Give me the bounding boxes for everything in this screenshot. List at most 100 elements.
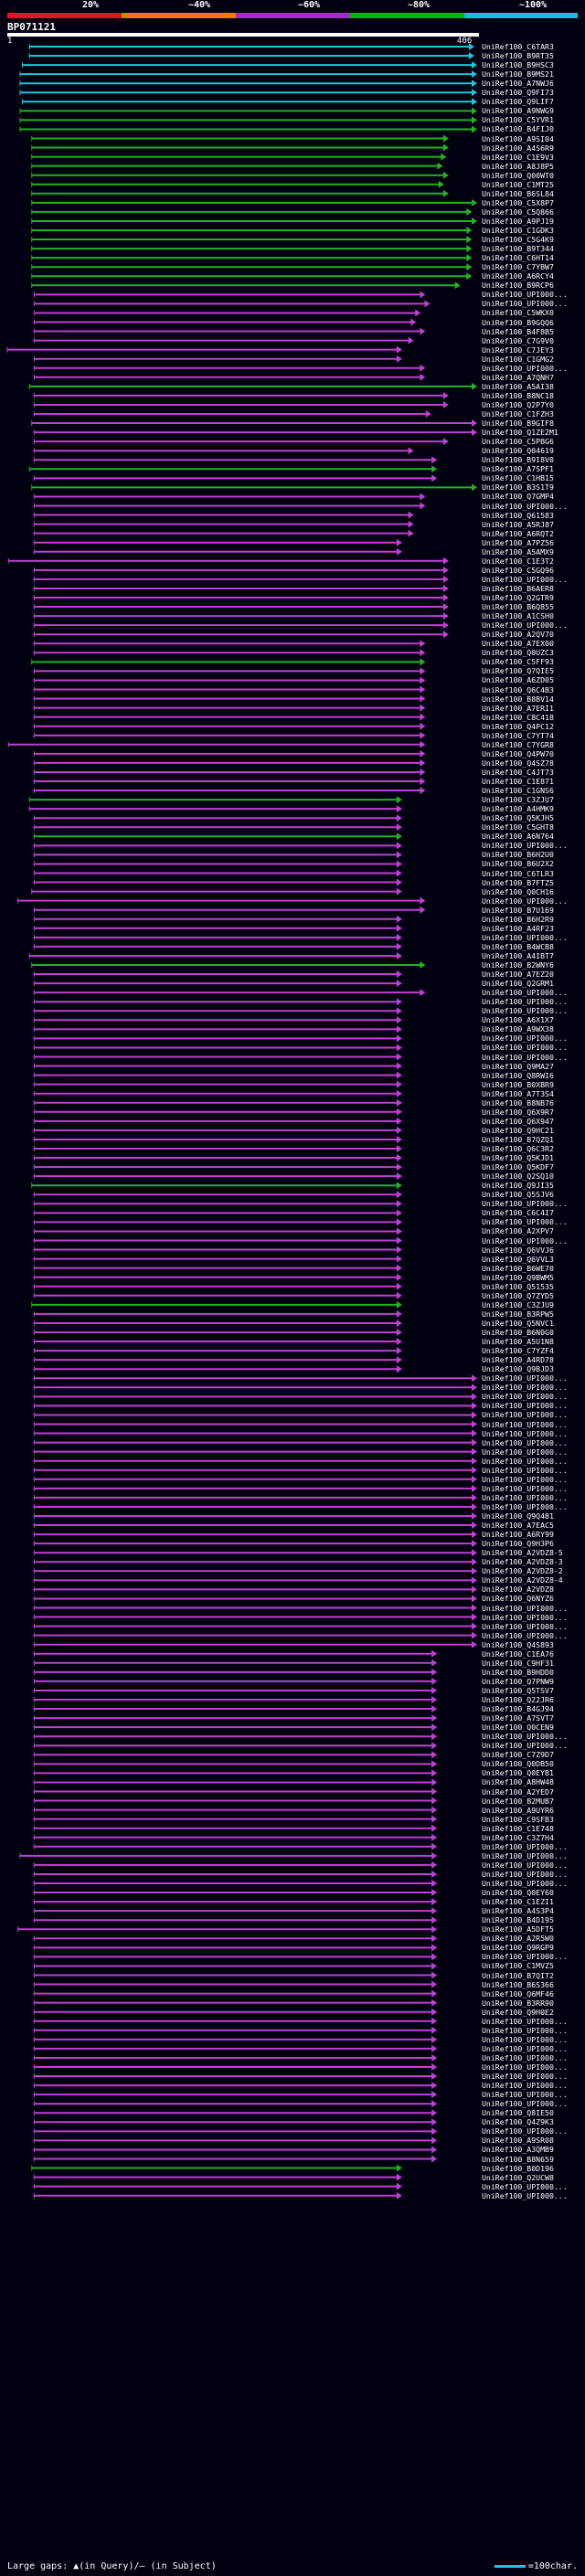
hit-label[interactable]: UniRef100_A9PJ19 [482, 216, 554, 226]
hit-label[interactable]: UniRef100_B3RR90 [482, 1998, 554, 2008]
hit-label[interactable]: UniRef100_UPI000... [482, 1217, 568, 1227]
hit-label[interactable]: UniRef100_Q7ZYD5 [482, 1290, 554, 1300]
hit-label[interactable]: UniRef100_UPI000... [482, 1419, 568, 1429]
hit-label[interactable]: UniRef100_A4IBT7 [482, 950, 554, 960]
hit-label[interactable]: UniRef100_B6SL84 [482, 188, 554, 198]
hit-label[interactable]: UniRef100_A5RJ87 [482, 519, 554, 529]
hit-label[interactable]: UniRef100_B0D196 [482, 2163, 554, 2173]
hit-label[interactable]: UniRef100_Q8IE50 [482, 2108, 554, 2118]
hit-label[interactable]: UniRef100_UPI000... [482, 1383, 568, 1393]
hit-label[interactable]: UniRef100_C1GDK3 [482, 226, 554, 235]
hit-label[interactable]: UniRef100_A7ERI1 [482, 703, 554, 713]
hit-label[interactable]: UniRef100_Q9BJD3 [482, 1364, 554, 1374]
hit-label[interactable]: UniRef100_B3RPW5 [482, 1309, 554, 1319]
hit-label[interactable]: UniRef100_UPI000... [482, 363, 568, 373]
hit-label[interactable]: UniRef100_UPI000... [482, 1621, 568, 1631]
hit-label[interactable]: UniRef100_A7EZ20 [482, 970, 554, 980]
hit-label[interactable]: UniRef100_UPI000... [482, 2126, 568, 2136]
hit-label[interactable]: UniRef100_B3S1T9 [482, 482, 554, 493]
hit-label[interactable]: UniRef100_B4F8B5 [482, 326, 554, 336]
hit-label[interactable]: UniRef100_C7G9V0 [482, 335, 554, 345]
hit-label[interactable]: UniRef100_C5FF93 [482, 657, 554, 667]
hit-label[interactable]: UniRef100_A6X1X7 [482, 1015, 554, 1025]
hit-label[interactable]: UniRef100_A7PZ56 [482, 537, 554, 547]
hit-label[interactable]: UniRef100_UPI000... [482, 1603, 568, 1613]
hit-label[interactable]: UniRef100_B7QIT2 [482, 1970, 554, 1980]
hit-label[interactable]: UniRef100_UPI000... [482, 1630, 568, 1640]
hit-label[interactable]: UniRef100_Q00WT0 [482, 170, 554, 180]
hit-label[interactable]: UniRef100_B6S366 [482, 1979, 554, 1989]
hit-label[interactable]: UniRef100_Q9FI73 [482, 88, 554, 98]
hit-label[interactable]: UniRef100_B7U169 [482, 905, 554, 915]
hit-label[interactable]: UniRef100_B9HSC3 [482, 60, 554, 70]
hit-label[interactable]: UniRef100_Q6NYZ6 [482, 1594, 554, 1604]
hit-label[interactable]: UniRef100_UPI000... [482, 1199, 568, 1209]
hit-label[interactable]: UniRef100_B9RT35 [482, 51, 554, 61]
hit-label[interactable]: UniRef100_B4WCB8 [482, 941, 554, 951]
hit-label[interactable]: UniRef100_A6RY99 [482, 1530, 554, 1540]
hit-label[interactable]: UniRef100_UPI000... [482, 501, 568, 511]
hit-label[interactable]: UniRef100_C1EZI1 [482, 1897, 554, 1907]
hit-label[interactable]: UniRef100_C3ZJU9 [482, 1299, 554, 1309]
hit-label[interactable]: UniRef100_C1E9V3 [482, 152, 554, 162]
hit-label[interactable]: UniRef100_A8HW48 [482, 1777, 554, 1787]
hit-label[interactable]: UniRef100_B9GQQ6 [482, 317, 554, 327]
hit-label[interactable]: UniRef100_UPI000... [482, 896, 568, 906]
hit-label[interactable]: UniRef100_C5YVR1 [482, 115, 554, 125]
hit-label[interactable]: UniRef100_UPI000... [482, 1437, 568, 1447]
hit-label[interactable]: UniRef100_B0XBR9 [482, 1079, 554, 1089]
hit-label[interactable]: UniRef100_Q9MA27 [482, 1061, 554, 1071]
hit-label[interactable]: UniRef100_UPI000... [482, 1456, 568, 1466]
hit-label[interactable]: UniRef100_UPI000... [482, 1869, 568, 1879]
hit-label[interactable]: UniRef100_A4HMK9 [482, 804, 554, 814]
hit-label[interactable]: UniRef100_Q6C3R2 [482, 1144, 554, 1153]
hit-label[interactable]: UniRef100_UPI000... [482, 1492, 568, 1502]
hit-label[interactable]: UniRef100_Q4S893 [482, 1639, 554, 1649]
hit-label[interactable]: UniRef100_B6AER8 [482, 583, 554, 593]
hit-label[interactable]: UniRef100_UPI000... [482, 1447, 568, 1457]
hit-label[interactable]: UniRef100_C1MT25 [482, 179, 554, 189]
hit-label[interactable]: UniRef100_C6C4I7 [482, 1208, 554, 1218]
hit-label[interactable]: UniRef100_B9RCP6 [482, 281, 554, 291]
hit-label[interactable]: UniRef100_C9SFB3 [482, 1814, 554, 1824]
hit-label[interactable]: UniRef100_UPI000... [482, 1741, 568, 1751]
hit-label[interactable]: UniRef100_A7SVT7 [482, 1713, 554, 1723]
hit-label[interactable]: UniRef100_B6Q855 [482, 602, 554, 612]
hit-label[interactable]: UniRef100_UPI000... [482, 1732, 568, 1742]
hit-label[interactable]: UniRef100_C9HF31 [482, 1658, 554, 1668]
hit-label[interactable]: UniRef100_A8J8P5 [482, 161, 554, 171]
hit-label[interactable]: UniRef100_Q8RWI6 [482, 1070, 554, 1080]
hit-label[interactable]: UniRef100_Q22JR6 [482, 1695, 554, 1704]
hit-label[interactable]: UniRef100_A2QV70 [482, 630, 554, 640]
hit-label[interactable]: UniRef100_C1GMG2 [482, 354, 554, 364]
hit-label[interactable]: UniRef100_UPI000... [482, 2181, 568, 2191]
hit-label[interactable]: UniRef100_C7YZF4 [482, 1346, 554, 1356]
hit-label[interactable]: UniRef100_B9MS21 [482, 69, 554, 80]
hit-label[interactable]: UniRef100_Q2P7Y0 [482, 399, 554, 409]
hit-label[interactable]: UniRef100_Q5NVC1 [482, 1318, 554, 1328]
hit-label[interactable]: UniRef100_A4S6R9 [482, 143, 554, 153]
hit-label[interactable]: UniRef100_A7EX00 [482, 639, 554, 649]
hit-label[interactable]: UniRef100_Q9H0E2 [482, 2007, 554, 2017]
hit-label[interactable]: UniRef100_Q9HC21 [482, 1125, 554, 1135]
hit-label[interactable]: UniRef100_C5PBG6 [482, 437, 554, 447]
hit-label[interactable]: UniRef100_A2XPV7 [482, 1226, 554, 1236]
hit-label[interactable]: UniRef100_UPI000... [482, 1428, 568, 1438]
hit-label[interactable]: UniRef100_A5U1N8 [482, 1337, 554, 1347]
hit-label[interactable]: UniRef100_A4RD78 [482, 1355, 554, 1365]
hit-label[interactable]: UniRef100_C1E3T2 [482, 556, 554, 566]
hit-label[interactable]: UniRef100_Q0CEN9 [482, 1723, 554, 1733]
hit-label[interactable]: UniRef100_Q7PNW9 [482, 1676, 554, 1686]
hit-label[interactable]: UniRef100_A7T3S4 [482, 1088, 554, 1098]
hit-label[interactable]: UniRef100_C7YBW7 [482, 262, 554, 272]
hit-label[interactable]: UniRef100_A2VDZ8-2 [482, 1566, 563, 1576]
hit-label[interactable]: UniRef100_Q4PW70 [482, 748, 554, 758]
hit-label[interactable]: UniRef100_C7Z9D7 [482, 1750, 554, 1760]
hit-label[interactable]: UniRef100_Q6VVJ6 [482, 1245, 554, 1255]
hit-label[interactable]: UniRef100_UPI000... [482, 1879, 568, 1888]
hit-label[interactable]: UniRef100_Q0EY60 [482, 1888, 554, 1898]
hit-label[interactable]: UniRef100_Q5SJV6 [482, 1190, 554, 1200]
hit-label[interactable]: UniRef100_A2VDZ8-4 [482, 1575, 563, 1585]
hit-label[interactable]: UniRef100_A9UYR6 [482, 1805, 554, 1815]
hit-label[interactable]: UniRef100_A1CSH0 [482, 611, 554, 621]
